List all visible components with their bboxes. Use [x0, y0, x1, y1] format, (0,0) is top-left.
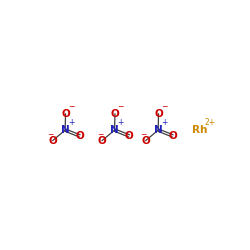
Text: Rh: Rh	[192, 125, 208, 135]
Text: O: O	[61, 109, 70, 119]
Text: N: N	[61, 125, 70, 135]
Text: −: −	[161, 102, 168, 111]
Text: +: +	[68, 118, 74, 127]
Text: O: O	[110, 109, 119, 119]
Text: +: +	[117, 118, 124, 127]
Text: O: O	[141, 136, 150, 146]
Text: O: O	[48, 136, 57, 146]
Text: O: O	[168, 131, 177, 141]
Text: +: +	[161, 118, 167, 127]
Text: O: O	[125, 131, 134, 141]
Text: O: O	[98, 136, 106, 146]
Text: −: −	[118, 102, 124, 111]
Text: O: O	[154, 109, 163, 119]
Text: −: −	[68, 102, 74, 111]
Text: −: −	[47, 130, 54, 139]
Text: −: −	[140, 130, 147, 139]
Text: N: N	[110, 125, 119, 135]
Text: N: N	[154, 125, 162, 135]
Text: O: O	[75, 131, 84, 141]
Text: −: −	[97, 130, 103, 139]
Text: 2+: 2+	[205, 118, 216, 127]
